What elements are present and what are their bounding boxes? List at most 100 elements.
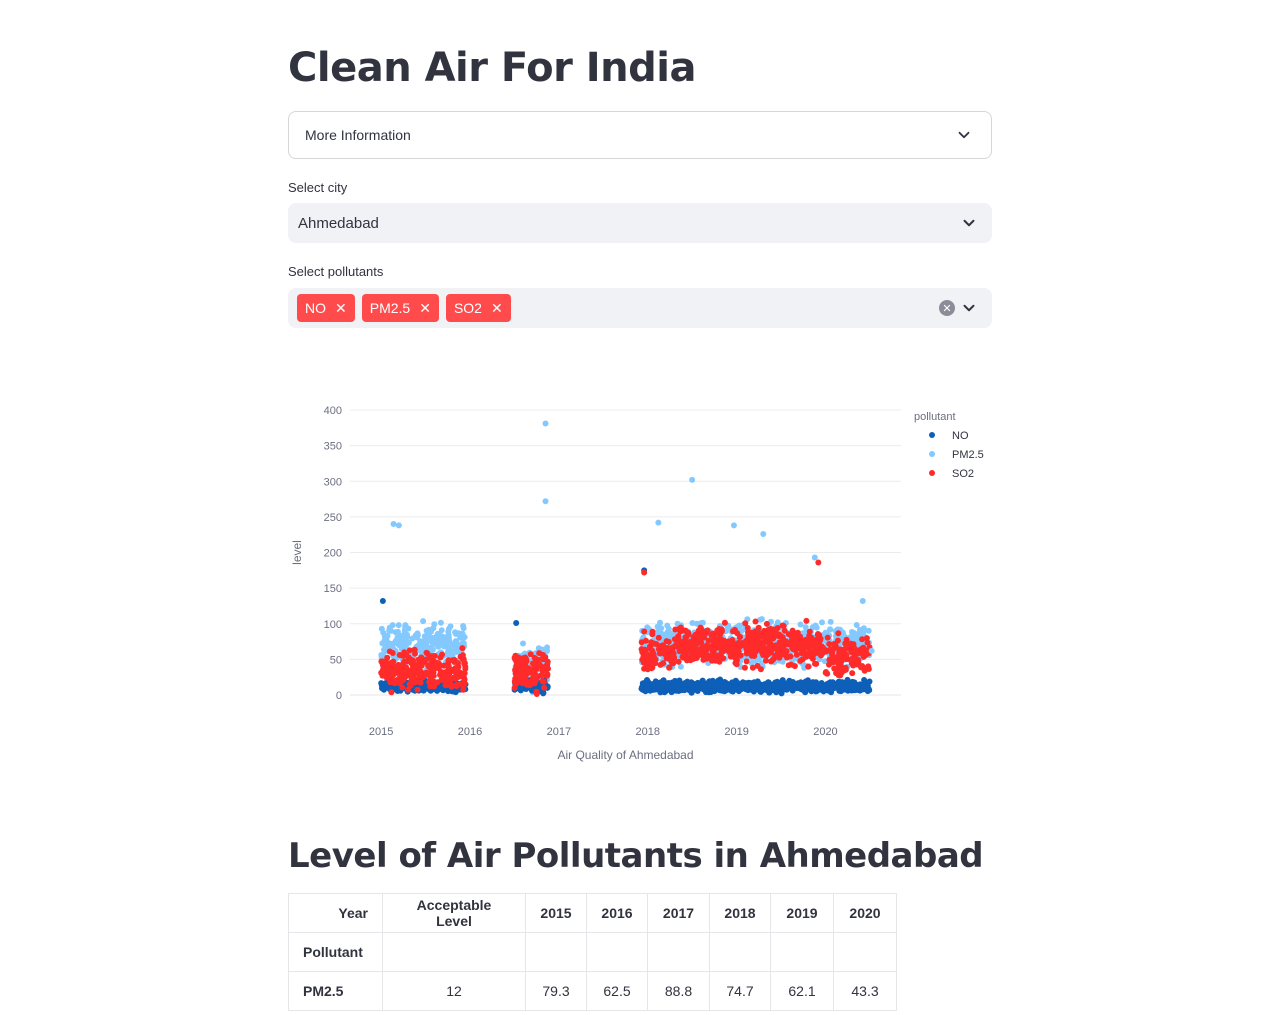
data-point: [785, 631, 792, 638]
data-point: [518, 665, 525, 671]
data-point: [789, 627, 796, 634]
remove-tag-icon[interactable]: ✕: [335, 299, 347, 316]
data-point: [427, 645, 434, 652]
data-point: [645, 658, 652, 665]
data-point: [703, 655, 710, 662]
data-point: [685, 631, 692, 638]
data-point: [542, 498, 549, 505]
column-header: 2016: [586, 893, 648, 933]
y-tick-label: 350: [324, 441, 342, 453]
data-point: [399, 684, 406, 691]
data-point: [414, 686, 421, 693]
data-point: [783, 686, 790, 693]
data-point: [749, 664, 756, 671]
data-point: [767, 685, 774, 692]
data-point: [842, 640, 849, 647]
data-point: [381, 681, 387, 688]
data-point: [420, 618, 427, 625]
data-point: [650, 650, 657, 657]
data-point: [844, 676, 851, 683]
column-header: 2019: [770, 893, 834, 933]
data-point: [444, 661, 451, 668]
column-header: 2017: [647, 893, 710, 933]
remove-tag-icon[interactable]: ✕: [419, 299, 431, 316]
data-point: [410, 679, 417, 685]
section-title: Level of Air Pollutants in Ahmedabad: [288, 836, 984, 876]
data-point: [457, 631, 463, 638]
data-point: [751, 681, 758, 688]
data-point: [513, 620, 520, 627]
clear-all-icon[interactable]: ✕: [939, 300, 955, 316]
data-point: [427, 662, 434, 669]
y-tick-label: 300: [324, 476, 342, 488]
data-point: [689, 476, 696, 483]
air-quality-scatter-chart[interactable]: 0 50 100 150 200 250 300 350 400 2015 2016 2017 2018…: [288, 390, 992, 780]
data-point: [754, 662, 761, 669]
data-point: [864, 639, 871, 646]
data-point: [705, 637, 712, 644]
data-point: [676, 644, 683, 651]
y-tick-label: 100: [324, 619, 342, 631]
data-point: [666, 664, 673, 671]
data-point: [821, 658, 828, 665]
data-point: [776, 639, 783, 646]
data-point: [649, 682, 656, 689]
chevron-down-icon: [963, 304, 975, 312]
pollutant-tag-no: NO ✕: [297, 294, 355, 322]
data-point: [429, 656, 436, 663]
data-point: [793, 651, 800, 658]
data-point: [707, 682, 714, 689]
data-point: [428, 667, 435, 673]
data-point: [824, 634, 831, 641]
empty-cell: [525, 932, 587, 972]
city-select[interactable]: Ahmedabad: [288, 203, 992, 243]
data-point: [855, 658, 862, 665]
data-point: [639, 684, 646, 691]
data-point: [803, 637, 810, 644]
data-point: [642, 637, 649, 644]
data-point: [677, 628, 684, 635]
data-point: [437, 654, 444, 661]
data-point: [531, 654, 538, 661]
data-point: [426, 631, 432, 638]
data-point: [412, 632, 419, 639]
data-point: [390, 521, 397, 527]
data-point: [539, 656, 546, 663]
data-point: [401, 633, 407, 640]
data-point: [459, 645, 466, 652]
data-point: [865, 627, 872, 634]
pollutant-levels-table: Year Acceptable Level 2015 2016 2017 201…: [288, 893, 897, 1011]
data-point: [791, 663, 798, 670]
data-point: [766, 637, 773, 644]
x-tick-label: 2019: [724, 726, 748, 738]
pollutant-multiselect[interactable]: NO ✕ PM2.5 ✕ SO2 ✕ ✕: [288, 288, 992, 328]
data-point: [665, 638, 672, 645]
data-point: [802, 644, 809, 651]
data-point: [782, 648, 789, 655]
data-point: [421, 670, 428, 677]
data-point: [760, 640, 767, 647]
data-point: [803, 617, 810, 624]
data-point: [665, 684, 672, 691]
data-point: [395, 522, 402, 529]
data-point: [677, 682, 684, 688]
data-point: [694, 635, 701, 642]
remove-tag-icon[interactable]: ✕: [490, 299, 503, 316]
data-point: [858, 646, 864, 653]
empty-cell: [770, 932, 834, 972]
data-point: [721, 619, 728, 626]
data-point: [815, 631, 821, 637]
data-point: [866, 678, 873, 685]
data-point: [859, 685, 866, 692]
data-point: [839, 654, 845, 661]
data-point: [675, 633, 682, 640]
data-point: [406, 647, 413, 654]
data-point: [655, 519, 662, 526]
data-point: [698, 625, 704, 632]
more-information-expander[interactable]: More Information: [288, 111, 992, 159]
data-point: [411, 646, 418, 653]
data-point: [666, 651, 673, 658]
x-tick-label: 2018: [635, 726, 659, 738]
data-point: [868, 647, 875, 654]
data-point: [753, 686, 759, 693]
